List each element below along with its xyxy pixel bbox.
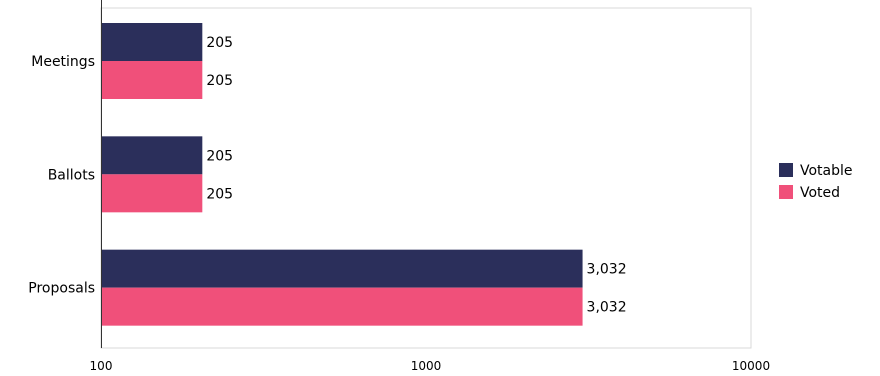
data-label-votable-proposals: 3,032 [587, 262, 627, 278]
data-label-voted-meetings: 205 [206, 73, 233, 89]
x-tick-label-100: 100 [90, 359, 113, 373]
bar-votable-proposals [102, 249, 583, 288]
bar-voted-ballots [102, 174, 203, 213]
legend-swatch-votable [779, 163, 793, 177]
legend: Votable Voted [779, 163, 853, 201]
category-label-ballots: Ballots [48, 167, 95, 183]
data-label-votable-ballots: 205 [206, 148, 233, 164]
plot-area [100, 0, 752, 349]
legend-label-voted: Voted [800, 185, 840, 201]
category-label-meetings: Meetings [31, 54, 95, 70]
category-labels-group: Meetings Ballots Proposals [28, 54, 95, 297]
legend-swatch-voted [779, 185, 793, 199]
data-label-voted-ballots: 205 [206, 186, 233, 202]
category-label-proposals: Proposals [28, 281, 95, 297]
data-labels-group: 205 205 205 205 3,032 3,032 [206, 35, 626, 316]
x-tick-label-1000: 1000 [411, 359, 442, 373]
bar-votable-meetings [102, 23, 203, 61]
data-label-voted-proposals: 3,032 [587, 300, 627, 316]
data-label-votable-meetings: 205 [206, 35, 233, 51]
x-axis-ticks-group: 100 1000 10000 [90, 359, 771, 373]
legend-label-votable: Votable [800, 163, 853, 179]
bars-group [102, 23, 583, 326]
bar-voted-meetings [102, 61, 203, 99]
x-tick-label-10000: 10000 [732, 359, 770, 373]
bar-voted-proposals [102, 287, 583, 326]
bar-votable-ballots [102, 136, 203, 175]
